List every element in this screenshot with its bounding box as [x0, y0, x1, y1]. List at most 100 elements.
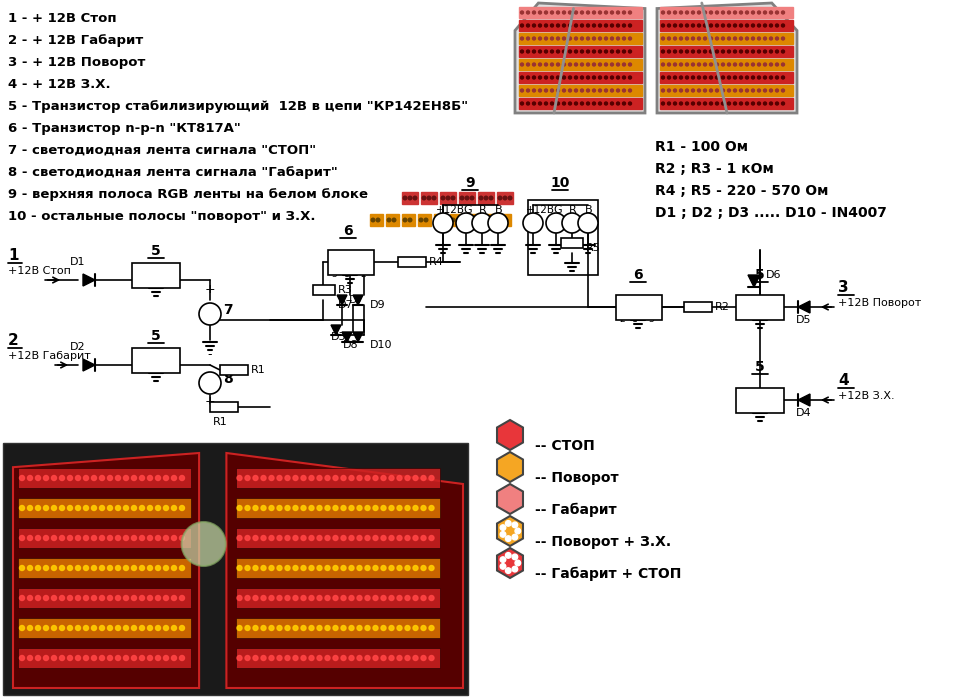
Text: 5 - Транзистор стабилизирующий  12В в цепи "КР142ЕН8Б": 5 - Транзистор стабилизирующий 12В в цеп… [8, 100, 468, 113]
Circle shape [587, 37, 589, 40]
Circle shape [317, 505, 322, 510]
Bar [402, 192, 418, 204]
Text: 3: 3 [738, 313, 744, 322]
Circle shape [67, 565, 73, 570]
Circle shape [581, 24, 584, 27]
Circle shape [763, 76, 766, 79]
Circle shape [108, 565, 112, 570]
Circle shape [526, 63, 530, 66]
Circle shape [84, 475, 88, 480]
Text: 1: 1 [344, 270, 349, 279]
Circle shape [180, 596, 184, 600]
Circle shape [674, 24, 677, 27]
Circle shape [592, 89, 595, 92]
Circle shape [163, 656, 169, 661]
Circle shape [91, 626, 97, 630]
Circle shape [563, 37, 565, 40]
Circle shape [422, 196, 426, 200]
Circle shape [776, 24, 779, 27]
Bar [235, 648, 441, 668]
Circle shape [269, 565, 274, 570]
Circle shape [770, 37, 773, 40]
Circle shape [568, 76, 571, 79]
Text: D8: D8 [343, 340, 359, 350]
Circle shape [156, 626, 160, 630]
Circle shape [357, 626, 362, 630]
Text: 5: 5 [756, 360, 765, 374]
Text: КР142ЕН8Б: КР142ЕН8Б [132, 356, 180, 365]
Circle shape [180, 656, 184, 661]
Circle shape [67, 475, 73, 480]
Circle shape [36, 596, 40, 600]
Circle shape [341, 505, 346, 510]
Circle shape [28, 656, 33, 661]
Circle shape [277, 626, 282, 630]
Text: 2: 2 [619, 315, 625, 324]
Circle shape [539, 11, 541, 14]
Bar [235, 558, 441, 578]
Circle shape [489, 218, 492, 222]
Circle shape [376, 218, 380, 222]
Circle shape [365, 475, 370, 480]
Circle shape [180, 626, 184, 630]
Circle shape [605, 37, 608, 40]
Circle shape [108, 626, 112, 630]
Bar [459, 192, 475, 204]
Circle shape [539, 24, 541, 27]
Circle shape [261, 535, 266, 540]
Circle shape [733, 50, 736, 53]
Circle shape [533, 76, 536, 79]
Circle shape [722, 102, 725, 105]
Circle shape [781, 50, 784, 53]
Bar [478, 192, 494, 204]
Circle shape [598, 50, 602, 53]
Circle shape [781, 89, 784, 92]
Circle shape [180, 505, 184, 510]
Bar [519, 7, 642, 18]
Polygon shape [353, 332, 363, 342]
Circle shape [533, 50, 536, 53]
Circle shape [421, 656, 426, 661]
Text: -: - [207, 340, 212, 353]
Bar [210, 402, 238, 412]
Text: -- Габарит + СТОП: -- Габарит + СТОП [535, 567, 682, 582]
Circle shape [722, 76, 725, 79]
Circle shape [781, 11, 784, 14]
Circle shape [661, 89, 664, 92]
Circle shape [667, 50, 670, 53]
Text: D7: D7 [338, 300, 353, 310]
Circle shape [512, 534, 517, 540]
Circle shape [506, 536, 511, 542]
Text: -- Габарит: -- Габарит [535, 503, 616, 517]
Circle shape [550, 63, 554, 66]
Circle shape [293, 505, 298, 510]
Polygon shape [497, 548, 523, 578]
Text: 6: 6 [634, 268, 643, 282]
Circle shape [763, 11, 766, 14]
Circle shape [108, 656, 112, 661]
Circle shape [84, 656, 88, 661]
Circle shape [237, 565, 242, 570]
Circle shape [500, 563, 506, 569]
Circle shape [629, 50, 632, 53]
Circle shape [587, 63, 589, 66]
Circle shape [397, 505, 402, 510]
Circle shape [598, 89, 602, 92]
Circle shape [100, 535, 105, 540]
Circle shape [245, 565, 250, 570]
Circle shape [680, 37, 683, 40]
Circle shape [500, 525, 506, 531]
Circle shape [691, 102, 694, 105]
Circle shape [539, 76, 541, 79]
Circle shape [333, 596, 338, 600]
Circle shape [733, 37, 736, 40]
Circle shape [285, 656, 290, 661]
Bar [519, 59, 642, 70]
Circle shape [139, 565, 145, 570]
Circle shape [715, 102, 718, 105]
Circle shape [472, 218, 476, 222]
Circle shape [435, 218, 439, 222]
Bar [519, 46, 642, 57]
Circle shape [770, 24, 773, 27]
Text: D7: D7 [349, 295, 365, 305]
